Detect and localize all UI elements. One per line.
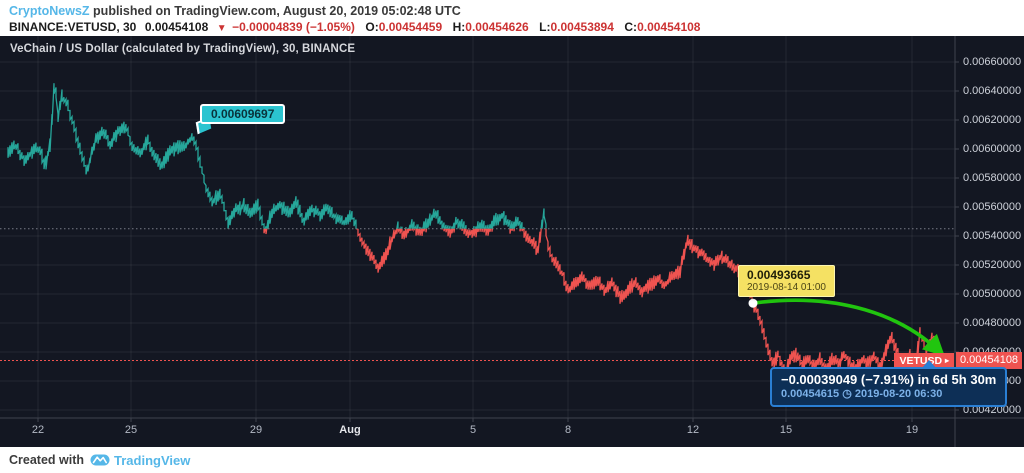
y-axis-label: 0.00600000 [963,143,1022,155]
axis-last-price-tag: 0.00454108 [956,352,1022,369]
y-axis-label: 0.00480000 [963,317,1022,329]
x-axis-label: Aug [339,424,361,436]
x-axis-label: 22 [31,424,45,436]
low-label: L: [539,20,551,34]
x-axis-label: 12 [686,424,700,436]
y-axis-label: 0.00420000 [963,404,1022,416]
open-value: 0.00454459 [378,20,443,34]
low-value: 0.00453894 [550,20,614,34]
tradingview-logo-icon [90,454,110,466]
y-axis-label: 0.00560000 [963,201,1022,213]
tradingview-link[interactable]: TradingView [114,452,191,468]
symbol-status-line: BINANCE:VETUSD, 30 0.00454108 ▼ −0.00004… [9,19,1024,37]
publisher-link[interactable]: CryptoNewsZ [9,4,90,18]
symbol-name: BINANCE:VETUSD, 30 [9,20,137,34]
change-tooltip: −0.00039049 (−7.91%) in 6d 5h 30m 0.0045… [770,367,1008,407]
x-axis-label: 15 [779,424,793,436]
point-tooltip: 0.00493665 2019-08-14 01:00 [738,265,835,297]
x-axis-label: 19 [905,424,919,436]
change-tooltip-summary: −0.00039049 (−7.91%) in 6d 5h 30m [781,372,997,387]
y-axis-label: 0.00660000 [963,56,1022,68]
close-label: C: [624,20,638,34]
x-axis-label: 5 [469,424,477,436]
point-tooltip-time: 2019-08-14 01:00 [747,282,826,293]
price-chart: VeChain / US Dollar (calculated by Tradi… [0,36,1024,447]
high-value: 0.00454626 [465,20,529,34]
high-label: H: [452,20,466,34]
created-with-text: Created with [9,453,85,467]
snapshot-header: CryptoNewsZ published on TradingView.com… [0,0,1024,36]
y-axis-label: 0.00620000 [963,114,1022,126]
change-tooltip-time: 2019-08-20 06:30 [854,388,943,400]
y-axis-label: 0.00520000 [963,259,1022,271]
x-axis-label: 8 [564,424,572,436]
y-axis-label: 0.00500000 [963,288,1022,300]
open-label: O: [365,20,379,34]
chart-title: VeChain / US Dollar (calculated by Tradi… [10,43,356,55]
clock-icon: ◷ [842,388,852,400]
x-axis-label: 29 [249,424,263,436]
triangle-down-icon: ▼ [216,23,227,34]
last-price: 0.00454108 [144,20,209,34]
point-tooltip-price: 0.00493665 [747,268,811,282]
y-axis-label: 0.00640000 [963,85,1022,97]
byline: CryptoNewsZ published on TradingView.com… [9,3,1024,19]
close-value: 0.00454108 [637,20,701,34]
y-axis-label: 0.00540000 [963,230,1022,242]
byline-text: published on TradingView.com, August 20,… [89,4,461,18]
x-axis-label: 25 [124,424,138,436]
y-axis-label: 0.00580000 [963,172,1022,184]
high-price-callout: 0.00609697 [200,104,286,124]
series-tag-marker-icon: ▸ [944,356,949,365]
change-tooltip-notch [922,360,936,368]
snapshot-footer: Created with TradingView [0,447,1024,473]
change-tooltip-detail: 0.00454615 ◷ 2019-08-20 06:30 [781,388,996,401]
change-tooltip-price: 0.00454615 [781,388,840,400]
price-change: −0.00004839 (−1.05%) [232,20,355,34]
